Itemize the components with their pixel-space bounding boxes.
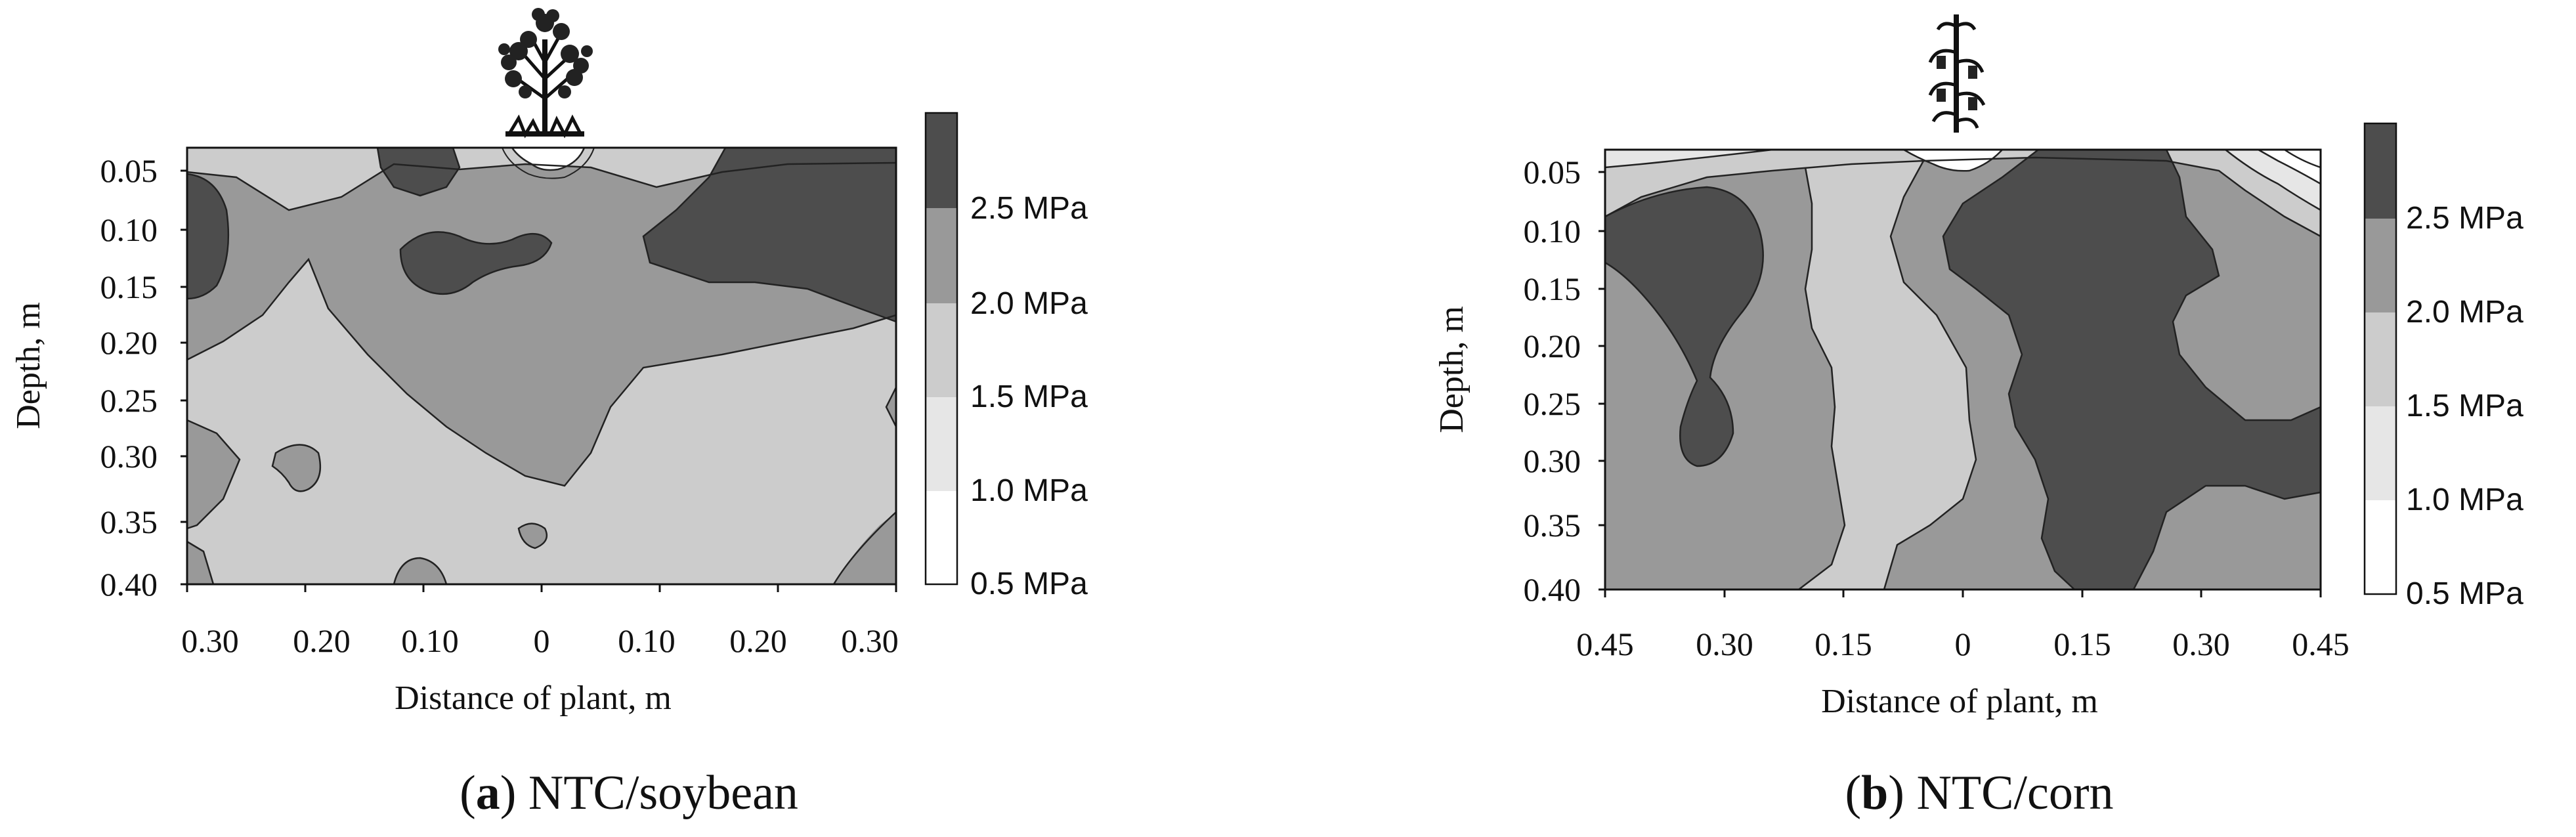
y-tick-label: 0.35 (100, 504, 158, 540)
y-tick-label: 0.15 (100, 268, 158, 305)
corn-plant-icon (1928, 14, 1986, 133)
panel-b: 0.05 0.10 0.15 0.20 0.25 0.30 0.35 0.40 … (1433, 14, 2523, 820)
y-tick-label: 0.30 (100, 438, 158, 475)
x-tick-label: 0.10 (401, 622, 459, 659)
legend-swatch (926, 113, 957, 208)
y-axis-title: Depth, m (1433, 306, 1470, 433)
legend-label: 0.5 MPa (2406, 576, 2523, 611)
soybean-plant-icon (498, 8, 593, 139)
x-tick-label: 0.30 (1696, 626, 1753, 662)
y-tick-label: 0.15 (1524, 270, 1581, 307)
legend-swatch (926, 208, 957, 303)
x-tick-label: 0 (1955, 626, 1971, 662)
y-tick-label: 0.30 (1524, 442, 1581, 479)
x-axis-title: Distance of plant, m (395, 679, 672, 717)
y-axis-b: 0.05 0.10 0.15 0.20 0.25 0.30 0.35 0.40 … (1433, 154, 1605, 608)
y-tick-label: 0.10 (1524, 213, 1581, 249)
x-tick-label: 0.15 (1814, 626, 1872, 662)
legend-swatch (2365, 406, 2396, 500)
legend-a: 2.5 MPa 2.0 MPa 1.5 MPa 1.0 MPa 0.5 MPa (924, 112, 1088, 601)
legend-label: 2.0 MPa (970, 286, 1088, 321)
caption-b: (b) NTC/corn (1845, 766, 2113, 820)
y-tick-label: 0.10 (100, 211, 158, 248)
x-tick-label: 0.30 (2172, 626, 2230, 662)
y-tick-label: 0.20 (1524, 328, 1581, 364)
x-tick-label: 0.45 (2292, 626, 2350, 662)
x-tick-label: 0.30 (841, 622, 899, 659)
panel-letter-b: b (1861, 766, 1888, 820)
legend-swatch (2365, 219, 2396, 312)
legend-swatch (2365, 123, 2396, 219)
y-tick-label: 0.20 (100, 324, 158, 361)
x-tick-label: 0.30 (181, 622, 239, 659)
legend-swatch (2365, 312, 2396, 406)
legend-label: 1.0 MPa (970, 473, 1088, 508)
x-axis-b: 0.45 0.30 0.15 0 0.15 0.30 0.45 Distance… (1576, 590, 2350, 720)
legend-swatch (926, 491, 957, 584)
y-tick-label: 0.35 (1524, 507, 1581, 544)
panel-a: 0.05 0.10 0.15 0.20 0.25 0.30 0.35 0.40 … (10, 8, 1088, 820)
legend-swatch (926, 303, 957, 397)
x-axis-a: 0.30 0.20 0.10 0 0.10 0.20 0.30 Distance… (181, 584, 899, 717)
legend-swatch (926, 397, 957, 491)
legend-label: 2.5 MPa (2406, 201, 2523, 236)
legend-label: 0.5 MPa (970, 567, 1088, 601)
y-tick-label: 0.40 (100, 566, 158, 603)
x-tick-label: 0.10 (618, 622, 676, 659)
y-tick-label: 0.05 (100, 152, 158, 189)
contour-plot-b (1604, 148, 2322, 591)
caption-a: (a) NTC/soybean (460, 766, 798, 820)
legend-label: 1.5 MPa (970, 379, 1088, 414)
caption-text-a: NTC/soybean (528, 766, 798, 820)
legend-swatch (2365, 500, 2396, 594)
legend-label: 2.5 MPa (970, 191, 1088, 226)
x-tick-label: 0 (534, 622, 550, 659)
y-tick-label: 0.25 (1524, 385, 1581, 422)
legend-label: 2.0 MPa (2406, 295, 2523, 330)
legend-label: 1.5 MPa (2406, 389, 2523, 423)
y-tick-label: 0.25 (100, 382, 158, 419)
y-axis-title: Depth, m (10, 302, 47, 429)
y-tick-label: 0.05 (1524, 154, 1581, 190)
y-axis-a: 0.05 0.10 0.15 0.20 0.25 0.30 0.35 0.40 … (10, 152, 187, 603)
panel-letter-a: a (476, 766, 500, 820)
x-tick-label: 0.20 (729, 622, 787, 659)
x-tick-label: 0.15 (2053, 626, 2111, 662)
caption-text-b: NTC/corn (1916, 766, 2113, 820)
x-axis-title: Distance of plant, m (1821, 683, 2098, 720)
legend-b: 2.5 MPa 2.0 MPa 1.5 MPa 1.0 MPa 0.5 MPa (2363, 122, 2523, 611)
y-tick-label: 0.40 (1524, 571, 1581, 608)
contour-plot-a (186, 146, 897, 586)
legend-label: 1.0 MPa (2406, 483, 2523, 517)
x-tick-label: 0.45 (1576, 626, 1634, 662)
x-tick-label: 0.20 (293, 622, 351, 659)
